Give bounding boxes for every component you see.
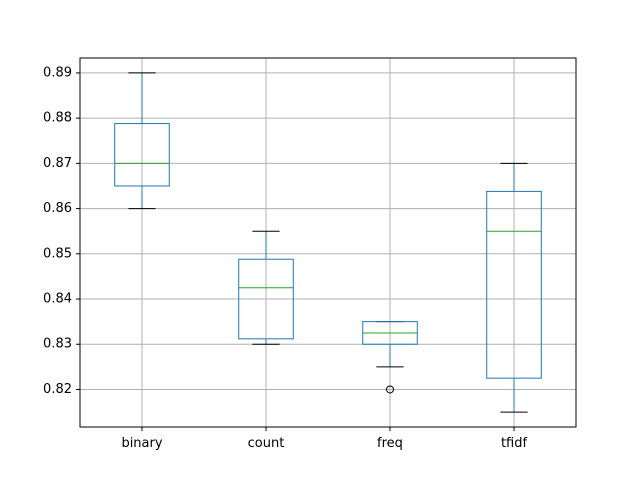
x-tick-label: tfidf <box>501 436 528 451</box>
y-tick-label: 0.86 <box>43 201 72 216</box>
y-tick-label: 0.88 <box>43 111 72 126</box>
box-iqr <box>114 123 170 187</box>
box-iqr <box>238 258 294 340</box>
box-tfidf <box>486 162 542 413</box>
boxes <box>114 72 542 413</box>
box-count <box>238 230 294 345</box>
outlier-point <box>386 385 394 394</box>
y-tick-label: 0.89 <box>43 65 72 80</box>
box-binary <box>114 72 170 210</box>
y-tick-label: 0.84 <box>43 292 72 307</box>
box-iqr <box>486 190 542 379</box>
box-freq <box>362 321 418 394</box>
axis-ticks: 0.82 0.83 0.84 0.85 0.86 0.87 0.88 0.89 binary co… <box>43 65 527 451</box>
x-tick-label: binary <box>121 436 162 451</box>
y-tick-label: 0.87 <box>43 156 72 171</box>
x-tick-label: count <box>248 436 285 451</box>
y-tick-label: 0.83 <box>43 337 72 352</box>
y-tick-label: 0.82 <box>43 382 72 397</box>
plot-frame <box>79 57 577 428</box>
x-tick-label: freq <box>377 436 403 451</box>
y-tick-label: 0.85 <box>43 246 72 261</box>
